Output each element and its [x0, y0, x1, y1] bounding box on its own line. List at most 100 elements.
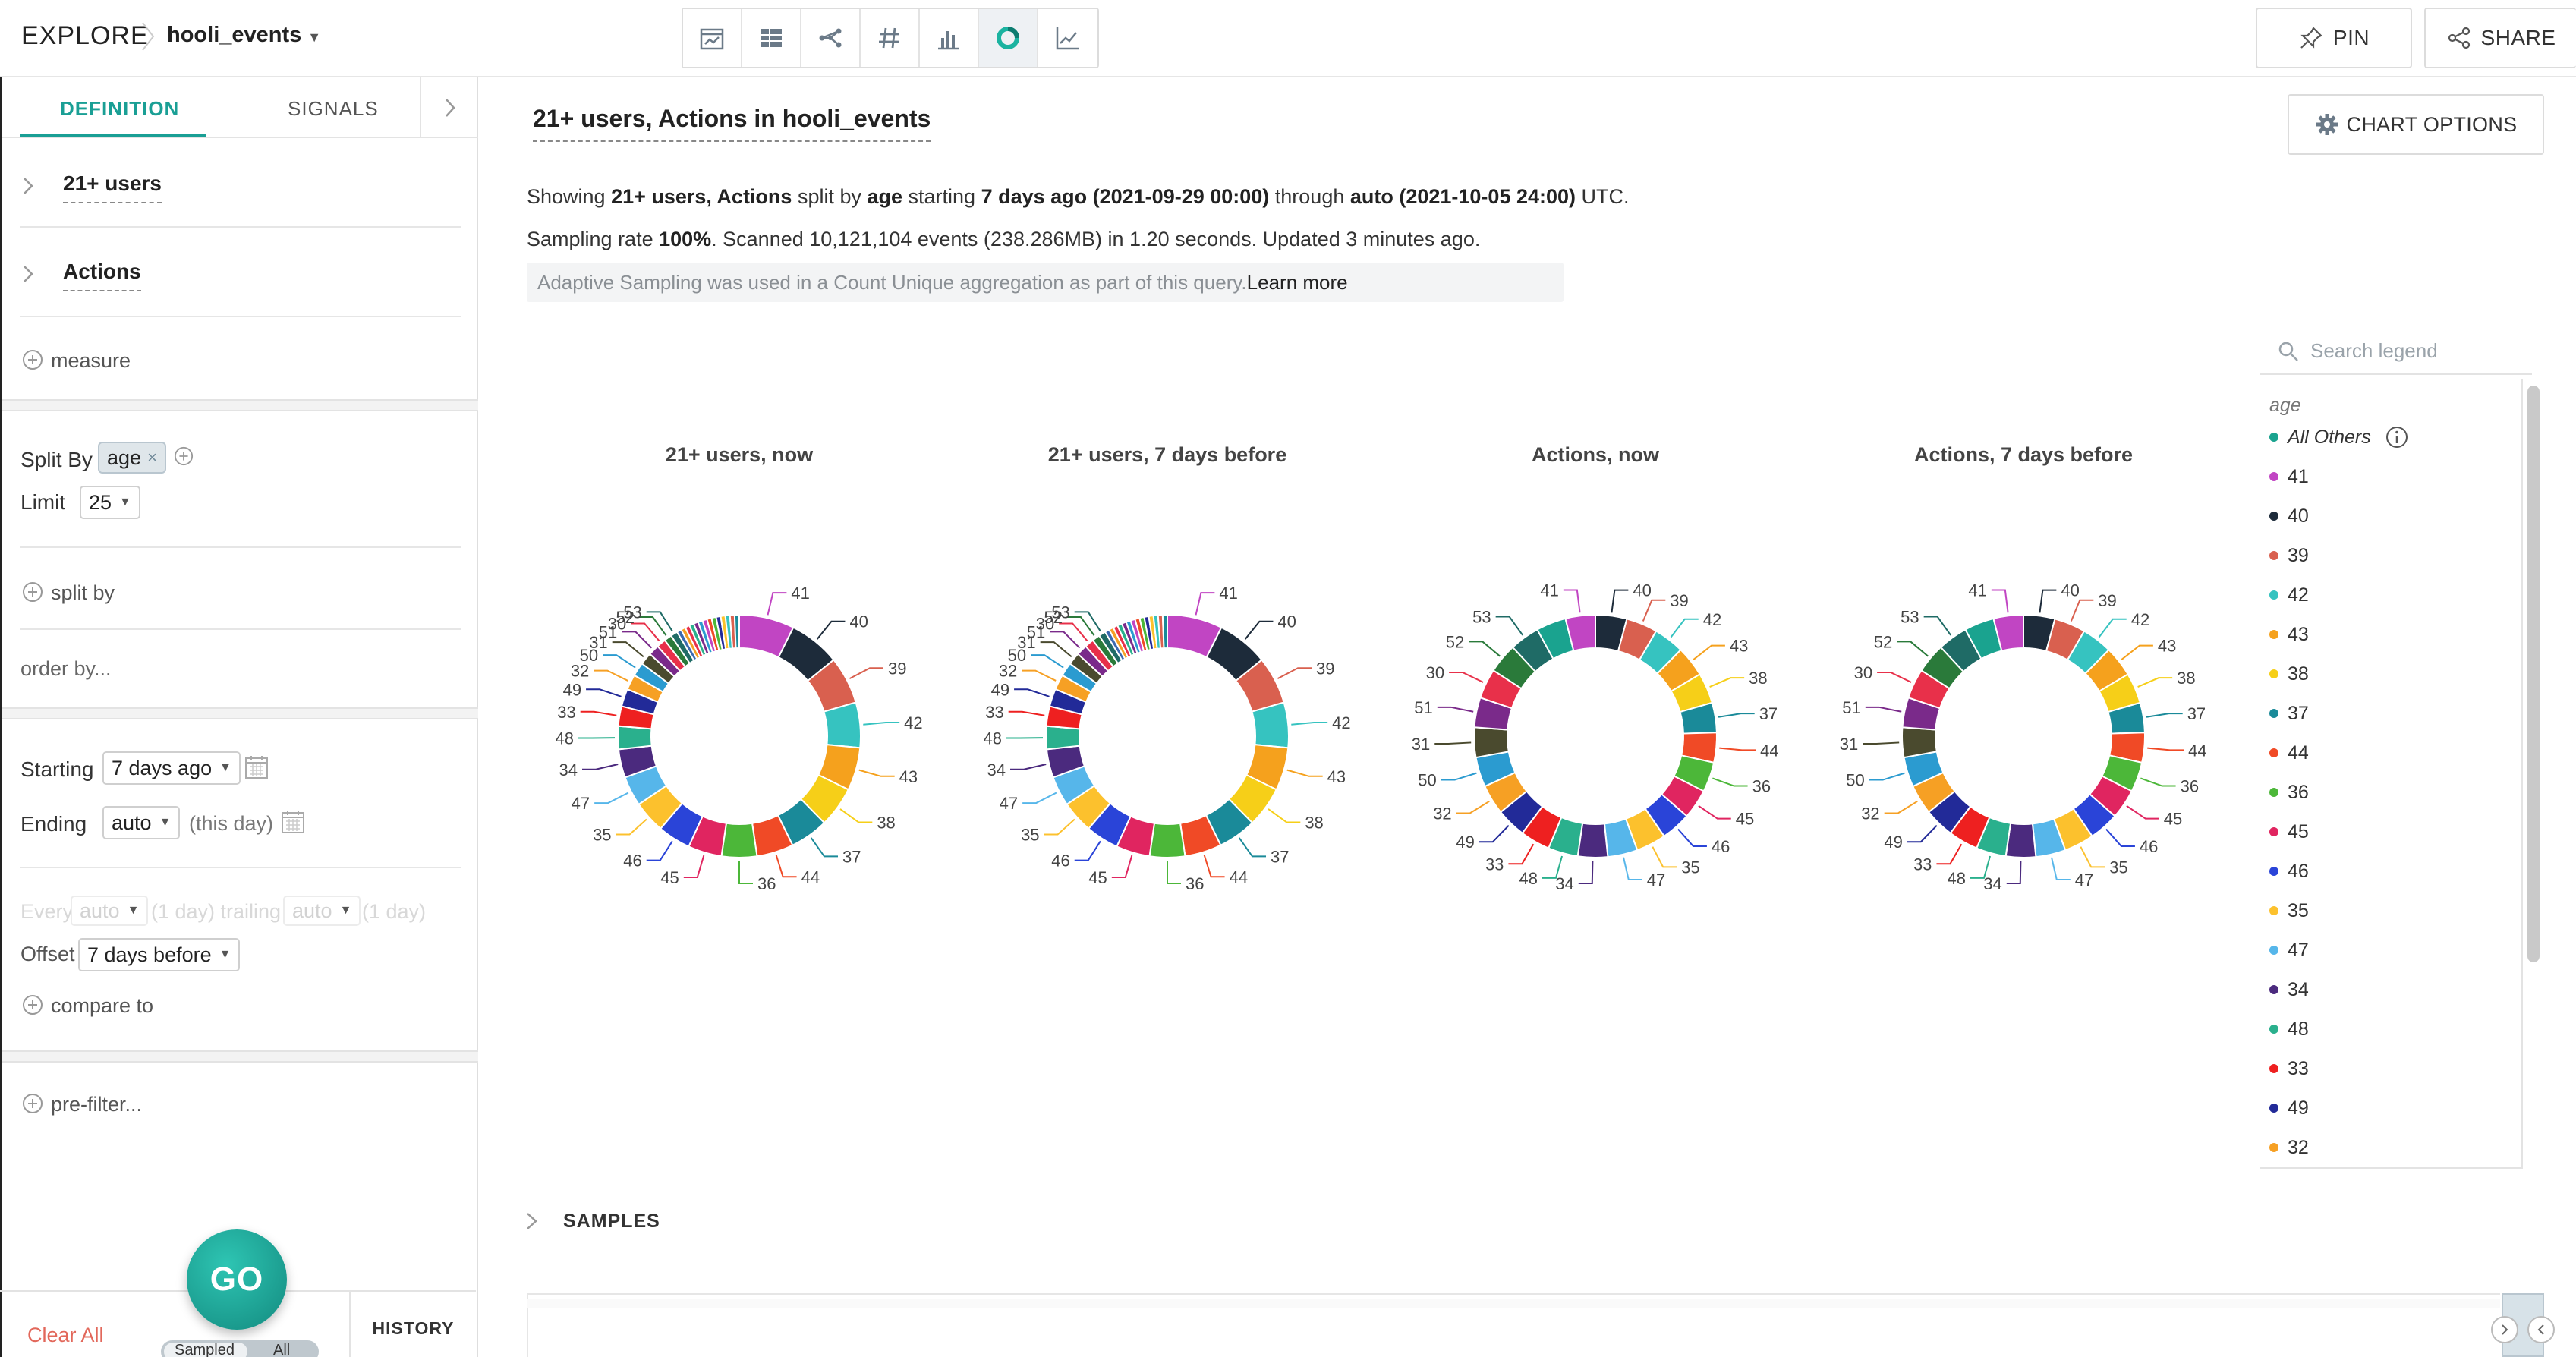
legend-item[interactable]: 36: [2269, 777, 2309, 808]
viz-flow-button[interactable]: [801, 9, 861, 67]
legend-item[interactable]: All Others: [2269, 422, 2409, 452]
timeline-prev-button[interactable]: [2527, 1316, 2555, 1343]
donut-slice[interactable]: [1473, 726, 1510, 759]
all-option[interactable]: All: [273, 1342, 291, 1357]
samples-toggle[interactable]: SAMPLES: [524, 1210, 660, 1233]
slice-label: 53: [623, 603, 641, 622]
legend-item[interactable]: 43: [2269, 619, 2309, 650]
legend-item[interactable]: 37: [2269, 698, 2309, 729]
learn-more-link[interactable]: Learn more: [1246, 270, 1348, 294]
ending-select[interactable]: auto ▼: [102, 806, 181, 839]
slice-label: 52: [1874, 632, 1892, 651]
clear-all-button[interactable]: Clear All: [27, 1324, 104, 1346]
expand-metric-icon[interactable]: [20, 175, 36, 197]
donut-slice-all-others[interactable]: [1161, 613, 1168, 650]
go-button[interactable]: GO: [187, 1229, 287, 1330]
donut-slice[interactable]: [1045, 725, 1081, 751]
metric-actions[interactable]: Actions: [63, 260, 141, 291]
chart-options-button[interactable]: CHART OPTIONS: [2288, 94, 2544, 155]
remove-chip-icon[interactable]: ×: [147, 448, 157, 467]
add-split-icon[interactable]: [174, 446, 194, 466]
viz-donut-chart-button[interactable]: [979, 9, 1038, 67]
order-by-link[interactable]: order by...: [20, 657, 112, 680]
donut-slice-all-others[interactable]: [733, 613, 740, 650]
legend-item[interactable]: 49: [2269, 1093, 2309, 1123]
slice-leader-line: [1623, 857, 1642, 880]
donut-slice[interactable]: [720, 822, 758, 858]
legend-item[interactable]: 47: [2269, 935, 2309, 965]
slice-label: 50: [1846, 771, 1864, 790]
legend-label: 33: [2288, 1057, 2309, 1079]
metric-21-users[interactable]: 21+ users: [63, 172, 162, 203]
slice-label: 49: [991, 680, 1009, 699]
slice-leader-line: [1050, 631, 1081, 649]
tab-definition[interactable]: DEFINITION: [60, 97, 180, 120]
legend-scrollbar[interactable]: [2527, 386, 2540, 962]
tab-signals[interactable]: SIGNALS: [288, 97, 379, 120]
legend-item[interactable]: 33: [2269, 1053, 2309, 1084]
history-button[interactable]: HISTORY: [349, 1290, 476, 1357]
legend-item[interactable]: 39: [2269, 540, 2309, 571]
add-compare-icon[interactable]: [22, 994, 43, 1015]
calendar-icon[interactable]: [244, 754, 269, 780]
slice-leader-line: [2105, 828, 2135, 847]
chevron-left-icon: [2537, 1324, 2544, 1335]
add-split-by-icon[interactable]: [22, 581, 43, 603]
legend-item[interactable]: 48: [2269, 1014, 2309, 1044]
compare-to-link[interactable]: compare to: [51, 994, 154, 1017]
legend-item[interactable]: 38: [2269, 659, 2309, 689]
offset-select[interactable]: 7 days before ▼: [78, 938, 241, 971]
top-bar: EXPLORE hooli_events ▼ PIN SHARE: [0, 0, 2576, 77]
share-button[interactable]: SHARE: [2424, 8, 2576, 68]
legend-label: 47: [2288, 939, 2309, 961]
slice-leader-line: [616, 818, 647, 836]
limit-value: 25: [89, 490, 112, 514]
sampled-option[interactable]: Sampled: [175, 1342, 235, 1357]
add-split-by-link[interactable]: split by: [51, 581, 115, 604]
slice-label: 30: [1426, 663, 1444, 682]
pin-button[interactable]: PIN: [2256, 8, 2412, 68]
info-icon[interactable]: [2385, 425, 2409, 449]
legend-item[interactable]: 46: [2269, 856, 2309, 886]
timeline-next-button[interactable]: [2491, 1316, 2518, 1343]
sampled-all-toggle[interactable]: Sampled All: [161, 1340, 319, 1357]
viz-bar-chart-button[interactable]: [920, 9, 979, 67]
legend-item[interactable]: 41: [2269, 461, 2309, 492]
pre-filter-link[interactable]: pre-filter...: [51, 1093, 143, 1116]
donut-slice[interactable]: [1148, 822, 1186, 858]
legend-item[interactable]: 40: [2269, 501, 2309, 531]
legend-item[interactable]: 32: [2269, 1132, 2309, 1163]
donut-slice[interactable]: [1992, 613, 2024, 652]
every-select[interactable]: auto ▼: [71, 896, 149, 926]
legend-item[interactable]: 35: [2269, 896, 2309, 926]
viz-line-chart-button[interactable]: [1038, 9, 1097, 67]
donut-slice[interactable]: [1564, 613, 1596, 652]
legend-search-input[interactable]: [2310, 334, 2523, 367]
trailing-select[interactable]: auto ▼: [283, 896, 361, 926]
viz-calendar-button[interactable]: [683, 9, 742, 67]
legend-item[interactable]: 34: [2269, 974, 2309, 1005]
donut-slice[interactable]: [617, 725, 653, 751]
slice-label: 43: [899, 767, 918, 786]
limit-select[interactable]: 25 ▼: [80, 486, 140, 519]
donut-slice[interactable]: [1901, 726, 1938, 759]
add-measure-icon[interactable]: [22, 349, 43, 370]
add-measure-link[interactable]: measure: [51, 349, 131, 372]
timeline-scrubber[interactable]: [527, 1293, 2500, 1357]
query-title[interactable]: 21+ users, Actions in hooli_events: [533, 105, 931, 142]
viz-number-button[interactable]: [861, 9, 920, 67]
sidebar-collapse-button[interactable]: [420, 77, 478, 138]
slice-leader-line: [1923, 616, 1951, 636]
split-by-chip[interactable]: age ×: [98, 442, 166, 474]
dataset-selector[interactable]: hooli_events ▼: [167, 23, 321, 48]
legend-label: 49: [2288, 1097, 2309, 1119]
add-filter-icon[interactable]: [22, 1093, 43, 1114]
slice-label: 44: [801, 867, 820, 886]
legend-item[interactable]: 45: [2269, 817, 2309, 847]
expand-metric-icon[interactable]: [20, 263, 36, 285]
starting-select[interactable]: 7 days ago ▼: [102, 751, 241, 785]
calendar-icon[interactable]: [280, 809, 306, 835]
viz-table-button[interactable]: [742, 9, 801, 67]
legend-item[interactable]: 44: [2269, 738, 2309, 768]
legend-item[interactable]: 42: [2269, 580, 2309, 610]
